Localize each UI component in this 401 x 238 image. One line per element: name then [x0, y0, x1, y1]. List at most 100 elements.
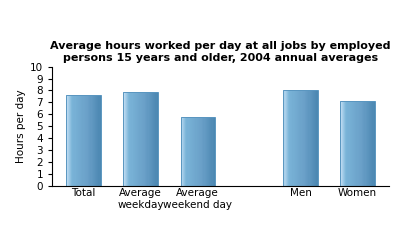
- Bar: [77, 95, 78, 186]
- Bar: [69, 95, 70, 186]
- Bar: [286, 90, 287, 186]
- Bar: [127, 92, 128, 186]
- Bar: [289, 90, 290, 186]
- Bar: [94, 95, 95, 186]
- Bar: [93, 95, 94, 186]
- Bar: [361, 101, 362, 186]
- Bar: [203, 117, 205, 186]
- Bar: [346, 101, 347, 186]
- Bar: [199, 117, 200, 186]
- Bar: [373, 101, 374, 186]
- Bar: [195, 117, 196, 186]
- Bar: [150, 92, 151, 186]
- Bar: [200, 117, 201, 186]
- Bar: [208, 117, 209, 186]
- Bar: [288, 90, 289, 186]
- Bar: [299, 90, 300, 186]
- Bar: [79, 95, 80, 186]
- Bar: [340, 101, 342, 186]
- Bar: [187, 117, 188, 186]
- Bar: [353, 101, 354, 186]
- Bar: [340, 101, 375, 186]
- Bar: [88, 95, 89, 186]
- Bar: [306, 90, 308, 186]
- Bar: [358, 101, 359, 186]
- Bar: [86, 95, 87, 186]
- Bar: [85, 95, 86, 186]
- Bar: [144, 92, 145, 186]
- Bar: [149, 92, 150, 186]
- Bar: [143, 92, 144, 186]
- Bar: [312, 90, 313, 186]
- Bar: [365, 101, 366, 186]
- Bar: [343, 101, 344, 186]
- Bar: [363, 101, 365, 186]
- Bar: [192, 117, 193, 186]
- Bar: [298, 90, 300, 186]
- Bar: [140, 92, 141, 186]
- Bar: [78, 95, 79, 186]
- Bar: [135, 92, 136, 186]
- Bar: [89, 95, 91, 186]
- Bar: [362, 101, 363, 186]
- Bar: [296, 90, 297, 186]
- Bar: [196, 117, 198, 186]
- Bar: [67, 95, 101, 186]
- Bar: [90, 95, 91, 186]
- Bar: [344, 101, 345, 186]
- Bar: [184, 117, 185, 186]
- Bar: [83, 95, 85, 186]
- Bar: [305, 90, 306, 186]
- Bar: [138, 92, 140, 186]
- Bar: [183, 117, 184, 186]
- Bar: [367, 101, 368, 186]
- Bar: [124, 92, 125, 186]
- Bar: [87, 95, 88, 186]
- Bar: [186, 117, 188, 186]
- Bar: [145, 92, 146, 186]
- Bar: [67, 95, 69, 186]
- Title: Average hours worked per day at all jobs by employed
persons 15 years and older,: Average hours worked per day at all jobs…: [50, 41, 391, 63]
- Bar: [351, 101, 352, 186]
- Bar: [206, 117, 207, 186]
- Bar: [72, 95, 73, 186]
- Bar: [342, 101, 343, 186]
- Bar: [125, 92, 126, 186]
- Bar: [316, 90, 318, 186]
- Bar: [124, 92, 158, 186]
- Bar: [148, 92, 149, 186]
- Bar: [128, 92, 129, 186]
- Bar: [297, 90, 298, 186]
- Bar: [292, 90, 293, 186]
- Bar: [81, 95, 83, 186]
- Bar: [207, 117, 208, 186]
- Bar: [284, 90, 286, 186]
- Bar: [180, 117, 182, 186]
- Bar: [370, 101, 371, 186]
- Bar: [130, 92, 132, 186]
- Bar: [99, 95, 101, 186]
- Bar: [366, 101, 367, 186]
- Bar: [371, 101, 373, 186]
- Bar: [75, 95, 77, 186]
- Bar: [354, 101, 355, 186]
- Bar: [146, 92, 148, 186]
- Bar: [137, 92, 138, 186]
- Bar: [303, 90, 304, 186]
- Bar: [314, 90, 315, 186]
- Bar: [347, 101, 348, 186]
- Bar: [360, 101, 361, 186]
- Bar: [294, 90, 295, 186]
- Bar: [80, 95, 81, 186]
- Bar: [350, 101, 351, 186]
- Bar: [198, 117, 199, 186]
- Bar: [315, 90, 316, 186]
- Bar: [292, 90, 294, 186]
- Bar: [205, 117, 206, 186]
- Bar: [304, 90, 305, 186]
- Bar: [311, 90, 312, 186]
- Bar: [142, 92, 143, 186]
- Bar: [185, 117, 186, 186]
- Bar: [75, 95, 76, 186]
- Bar: [182, 117, 183, 186]
